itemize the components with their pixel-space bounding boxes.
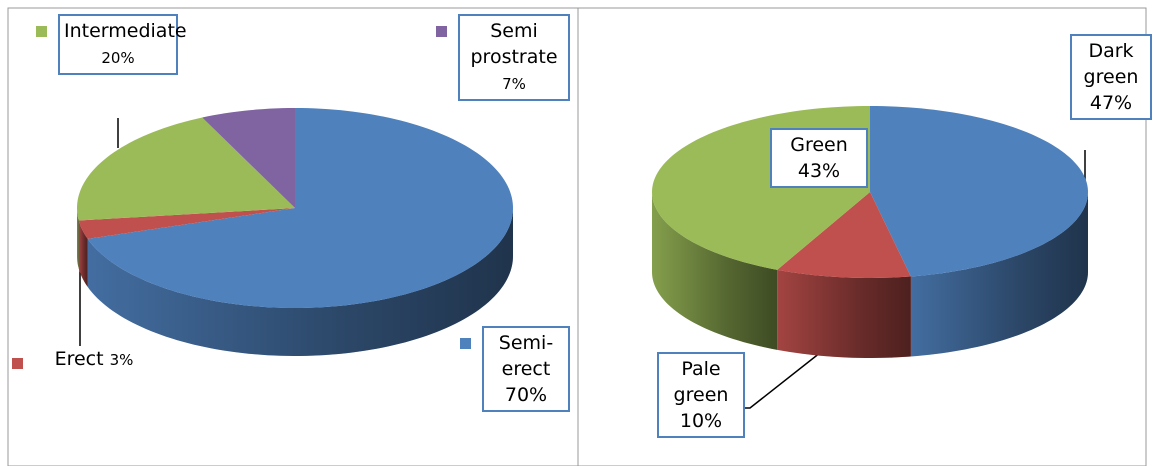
pie-slice bbox=[870, 106, 1088, 277]
legend-marker bbox=[36, 26, 47, 37]
value-label: 7% bbox=[502, 75, 526, 93]
pie-side-shade bbox=[87, 208, 513, 356]
pie-side-shade bbox=[652, 192, 778, 350]
category-label: Semi-erect bbox=[498, 332, 554, 380]
pie-slice bbox=[202, 108, 295, 208]
pie-side-shade bbox=[910, 192, 1088, 357]
pie-slice bbox=[78, 208, 295, 239]
value-label: 3% bbox=[109, 351, 134, 369]
data-label: Intermediate 20% bbox=[58, 14, 187, 75]
data-label: Semi-erect 70% bbox=[482, 326, 570, 412]
legend-marker bbox=[12, 358, 23, 369]
data-label: Dark green 47% bbox=[1070, 34, 1152, 120]
value-label: 20% bbox=[101, 49, 135, 67]
category-label: Green bbox=[790, 134, 848, 156]
data-label: Green 43% bbox=[770, 128, 868, 188]
legend-marker bbox=[460, 338, 471, 349]
category-label: Erect bbox=[54, 348, 104, 370]
category-label: Pale green bbox=[673, 358, 729, 406]
pie-side-shade bbox=[777, 269, 911, 358]
category-label: Semi prostrate bbox=[470, 20, 558, 68]
data-label: Pale green 10% bbox=[657, 352, 745, 438]
category-label: Intermediate bbox=[64, 20, 187, 42]
pie-slice bbox=[777, 192, 911, 278]
category-label: Dark green bbox=[1083, 40, 1139, 88]
value-label: 43% bbox=[797, 160, 841, 182]
pie-side-shade bbox=[78, 220, 88, 287]
pie-slice bbox=[87, 108, 513, 308]
data-label: Erect 3% bbox=[34, 346, 154, 373]
pie-side-shade bbox=[77, 208, 79, 269]
value-label: 10% bbox=[679, 410, 723, 432]
data-label: Semi prostrate 7% bbox=[458, 14, 570, 101]
value-label: 70% bbox=[504, 384, 548, 406]
panel-border bbox=[577, 7, 1147, 466]
pie-slice bbox=[77, 117, 295, 221]
value-label: 47% bbox=[1089, 92, 1133, 114]
legend-marker bbox=[436, 26, 447, 37]
